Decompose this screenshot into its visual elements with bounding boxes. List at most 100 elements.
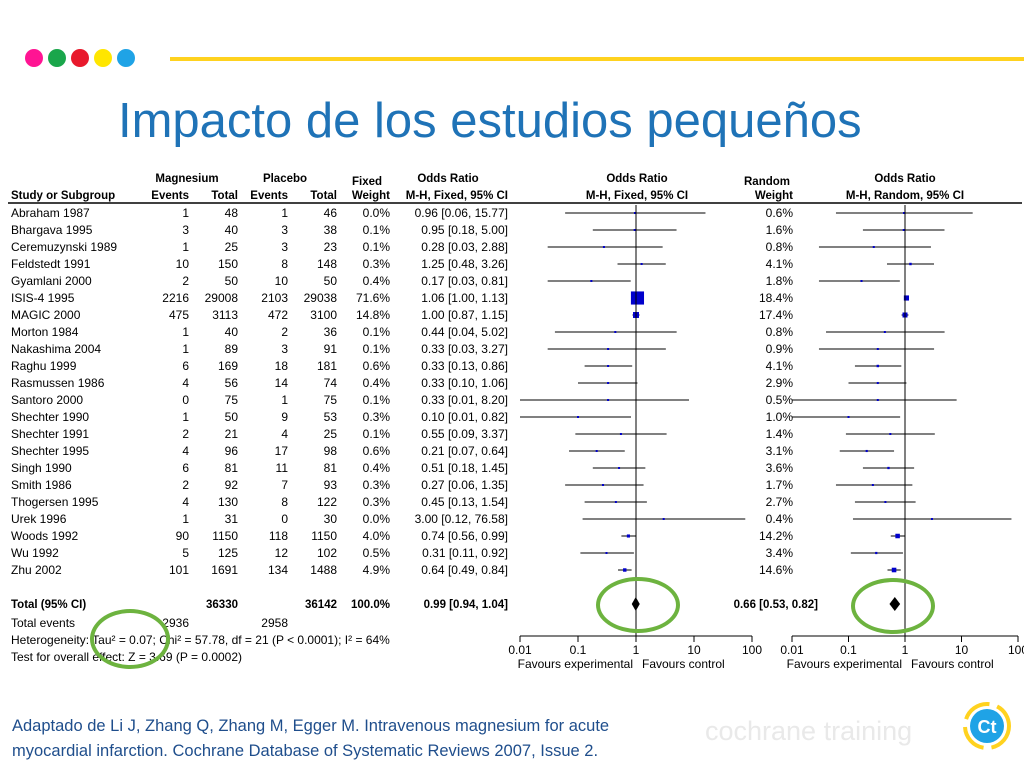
citation-line-1: Adaptado de Li J, Zhang Q, Zhang M, Egge… bbox=[12, 717, 610, 735]
weight-square-random bbox=[847, 416, 850, 418]
weight-random: 3.1% bbox=[766, 444, 794, 458]
weight-fixed: 0.1% bbox=[363, 325, 391, 339]
study-name: Singh 1990 bbox=[11, 461, 72, 475]
pl-events: 472 bbox=[268, 308, 288, 322]
mg-total: 25 bbox=[225, 240, 239, 254]
weight-random: 1.7% bbox=[766, 478, 794, 492]
study-name: Zhu 2002 bbox=[11, 563, 62, 577]
x-tick-label-fixed: 1 bbox=[633, 643, 640, 657]
weight-fixed: 0.3% bbox=[363, 495, 391, 509]
pl-events: 17 bbox=[275, 444, 289, 458]
total-weight-fixed: 100.0% bbox=[351, 599, 390, 611]
pl-total: 38 bbox=[324, 223, 338, 237]
header-events-mg: Events bbox=[151, 190, 189, 202]
weight-square-fixed bbox=[607, 365, 610, 367]
weight-square-random bbox=[865, 449, 868, 453]
weight-random: 0.5% bbox=[766, 393, 794, 407]
total-ci-random: 0.66 [0.53, 0.82] bbox=[734, 599, 819, 611]
weight-random: 17.4% bbox=[759, 308, 793, 322]
mg-events: 1 bbox=[182, 512, 189, 526]
pl-events: 18 bbox=[275, 359, 289, 373]
mg-total: 50 bbox=[225, 410, 239, 424]
header-weight-fixed: Weight bbox=[352, 190, 390, 202]
total-events-label: Total events bbox=[11, 616, 75, 630]
decorative-dot-4 bbox=[94, 49, 112, 67]
pl-events: 118 bbox=[269, 529, 288, 543]
weight-random: 1.6% bbox=[766, 223, 794, 237]
weight-random: 2.9% bbox=[766, 376, 794, 390]
weight-square-fixed bbox=[662, 518, 665, 520]
mg-total: 125 bbox=[218, 546, 238, 560]
or-ci-fixed: 0.31 [0.11, 0.92] bbox=[422, 546, 508, 560]
pl-events: 1 bbox=[281, 206, 288, 220]
or-ci-fixed: 0.10 [0.01, 0.82] bbox=[421, 410, 508, 424]
weight-fixed: 0.0% bbox=[363, 512, 391, 526]
weight-random: 1.4% bbox=[766, 427, 794, 441]
decorative-dots bbox=[25, 49, 135, 67]
pl-total: 91 bbox=[324, 342, 338, 356]
study-name: Urek 1996 bbox=[11, 512, 67, 526]
weight-fixed: 0.6% bbox=[363, 359, 391, 373]
header-fixed: Fixed bbox=[352, 176, 382, 188]
weight-random: 0.6% bbox=[766, 206, 794, 220]
or-ci-fixed: 1.06 [1.00, 1.13] bbox=[421, 291, 508, 305]
weight-random: 0.8% bbox=[766, 240, 794, 254]
mg-total: 169 bbox=[218, 359, 238, 373]
mg-total: 75 bbox=[225, 393, 239, 407]
x-tick-label-fixed: 0.1 bbox=[570, 643, 587, 657]
pl-total: 46 bbox=[324, 206, 338, 220]
mg-total: 40 bbox=[225, 223, 239, 237]
pl-events: 8 bbox=[281, 495, 288, 509]
weight-square-fixed bbox=[614, 331, 617, 333]
or-ci-fixed: 1.00 [0.87, 1.15] bbox=[421, 308, 508, 322]
favours-experimental-fixed: Favours experimental bbox=[518, 657, 633, 671]
study-name: Bhargava 1995 bbox=[11, 223, 93, 237]
weight-random: 0.9% bbox=[766, 342, 794, 356]
weight-square-random bbox=[895, 533, 900, 539]
weight-random: 4.1% bbox=[766, 257, 794, 271]
favours-control-random: Favours control bbox=[911, 657, 994, 671]
study-name: Abraham 1987 bbox=[11, 206, 90, 220]
total-mg: 36330 bbox=[206, 599, 238, 611]
highlight-circle-random-diamond bbox=[851, 578, 935, 634]
mg-events: 475 bbox=[169, 308, 189, 322]
weight-square-random bbox=[889, 433, 892, 435]
weight-square-fixed bbox=[607, 348, 610, 350]
weight-random: 14.6% bbox=[759, 563, 793, 577]
mg-events: 6 bbox=[182, 359, 189, 373]
or-ci-fixed: 3.00 [0.12, 76.58] bbox=[415, 512, 508, 526]
header-or-fixed: Odds Ratio bbox=[417, 173, 478, 185]
x-tick-label-fixed: 10 bbox=[687, 643, 701, 657]
x-tick-label-random: 0.01 bbox=[780, 643, 804, 657]
header-method-random: M-H, Random, 95% CI bbox=[846, 190, 964, 202]
decorative-dot-3 bbox=[71, 49, 89, 67]
mg-total: 81 bbox=[225, 461, 239, 475]
mg-events: 2 bbox=[182, 478, 189, 492]
cochrane-logo-icon: Ct bbox=[963, 702, 1011, 750]
or-ci-fixed: 0.33 [0.13, 0.86] bbox=[421, 359, 508, 373]
decorative-dot-5 bbox=[117, 49, 135, 67]
weight-square-fixed bbox=[630, 291, 645, 305]
weight-square-random bbox=[883, 331, 886, 333]
pl-total: 25 bbox=[324, 427, 338, 441]
header-events-pl: Events bbox=[250, 190, 288, 202]
weight-fixed: 0.3% bbox=[363, 410, 391, 424]
mg-events: 4 bbox=[182, 444, 189, 458]
mg-total: 1150 bbox=[212, 529, 238, 543]
mg-total: 1691 bbox=[211, 563, 238, 577]
weight-square-random bbox=[909, 262, 912, 266]
header-method-fixed: M-H, Fixed, 95% CI bbox=[406, 190, 508, 202]
total-events-pl: 2958 bbox=[261, 616, 288, 630]
pl-events: 3 bbox=[281, 342, 288, 356]
weight-square-random bbox=[902, 212, 905, 214]
mg-events: 1 bbox=[182, 240, 189, 254]
total-ci-fixed: 0.99 [0.94, 1.04] bbox=[424, 599, 509, 611]
or-ci-fixed: 0.64 [0.49, 0.84] bbox=[421, 563, 508, 577]
pl-events: 12 bbox=[275, 546, 289, 560]
pl-total: 74 bbox=[324, 376, 338, 390]
mg-total: 92 bbox=[225, 478, 239, 492]
mg-total: 89 bbox=[225, 342, 239, 356]
study-name: Feldstedt 1991 bbox=[11, 257, 91, 271]
svg-text:Ct: Ct bbox=[978, 717, 997, 737]
total-events-mg: 2936 bbox=[162, 616, 189, 630]
